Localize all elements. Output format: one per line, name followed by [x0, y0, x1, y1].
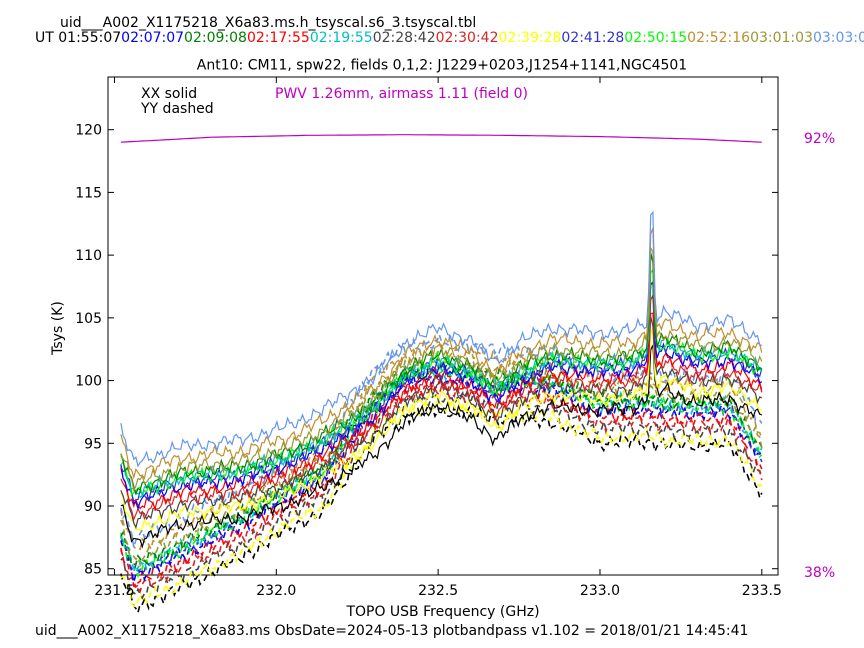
chart-title: Ant10: CM11, spw22, fields 0,1,2: J1229+… [197, 58, 687, 74]
series-6-xx-solid [120, 280, 763, 503]
x-tick-label-2: 232.5 [418, 583, 458, 599]
transmission-top-label: 92% [804, 131, 835, 147]
y-tick-label-6: 115 [75, 185, 102, 201]
series-5-xx-solid [120, 282, 763, 511]
y-tick-label-7: 120 [75, 123, 102, 139]
series-0-yy-dashed [120, 402, 763, 615]
ut-times: 01:55:0702:07:0702:09:0802:17:5502:19:55… [58, 30, 864, 46]
series-0-xx-solid [120, 344, 763, 549]
ut-time-5: 02:28:42 [372, 30, 436, 46]
y-tick-label-0: 85 [84, 562, 102, 578]
ut-time-7: 02:39:28 [498, 30, 562, 46]
series-2-xx-solid [120, 316, 763, 530]
y-tick-label-3: 100 [75, 374, 102, 390]
series-7-yy-dashed [120, 362, 763, 579]
y-axis-label: Tsys (K) [50, 301, 66, 356]
series-3-yy-dashed [120, 380, 763, 594]
series-12-xx-solid [120, 210, 762, 468]
series-group [120, 134, 763, 615]
axis-group: 231.5 232.0 232.5 233.0 233.5 85 90 95 100 105 110… [75, 77, 782, 599]
transmission-bottom-label: 38% [804, 565, 835, 581]
y-tick-label-4: 105 [75, 311, 102, 327]
file-title: uid___A002_X1175218_X6a83.ms.h_tsyscal.s… [60, 15, 477, 31]
ut-time-3: 02:17:55 [246, 30, 310, 46]
pwv-label: PWV 1.26mm, airmass 1.11 (field 0) [275, 86, 528, 102]
series-4-yy-dashed [120, 377, 763, 588]
y-tick-label-2: 95 [84, 436, 102, 452]
ut-time-2: 02:09:08 [184, 30, 247, 46]
ut-time-0: 01:55:07 [58, 30, 122, 46]
series-8-yy-dashed [120, 362, 763, 575]
ut-time-10: 02:52:16 [687, 30, 751, 46]
transmission-curve [120, 134, 762, 143]
legend-yy-dashed: YY dashed [140, 101, 214, 117]
ut-time-row: UT 01:55:0702:07:0702:09:0802:17:5502:19… [35, 30, 864, 46]
x-tick-label-4: 233.5 [742, 583, 782, 599]
ut-time-1: 02:07:07 [121, 30, 185, 46]
ut-time-4: 02:19:55 [309, 30, 373, 46]
ut-label: UT [35, 30, 54, 46]
x-axis-label: TOPO USB Frequency (GHz) [345, 604, 539, 620]
y-tick-label-1: 90 [84, 499, 102, 515]
ut-time-11: 03:01:03 [750, 30, 813, 46]
x-tick-label-3: 233.0 [580, 583, 620, 599]
ut-time-9: 02:50:15 [624, 30, 688, 46]
ut-time-8: 02:41:28 [561, 30, 625, 46]
series-1-xx-solid [120, 328, 762, 532]
series-1-yy-dashed [120, 397, 763, 608]
y-tick-label-5: 110 [75, 248, 102, 264]
x-tick-label-0: 231.5 [94, 583, 134, 599]
ut-time-12: 03:03:03 [812, 30, 864, 46]
x-tick-label-1: 232.0 [256, 583, 296, 599]
legend-xx-solid: XX solid [141, 86, 197, 102]
ut-time-6: 02:30:42 [435, 30, 499, 46]
footer-text: uid___A002_X1175218_X6a83.ms ObsDate=202… [35, 623, 748, 639]
